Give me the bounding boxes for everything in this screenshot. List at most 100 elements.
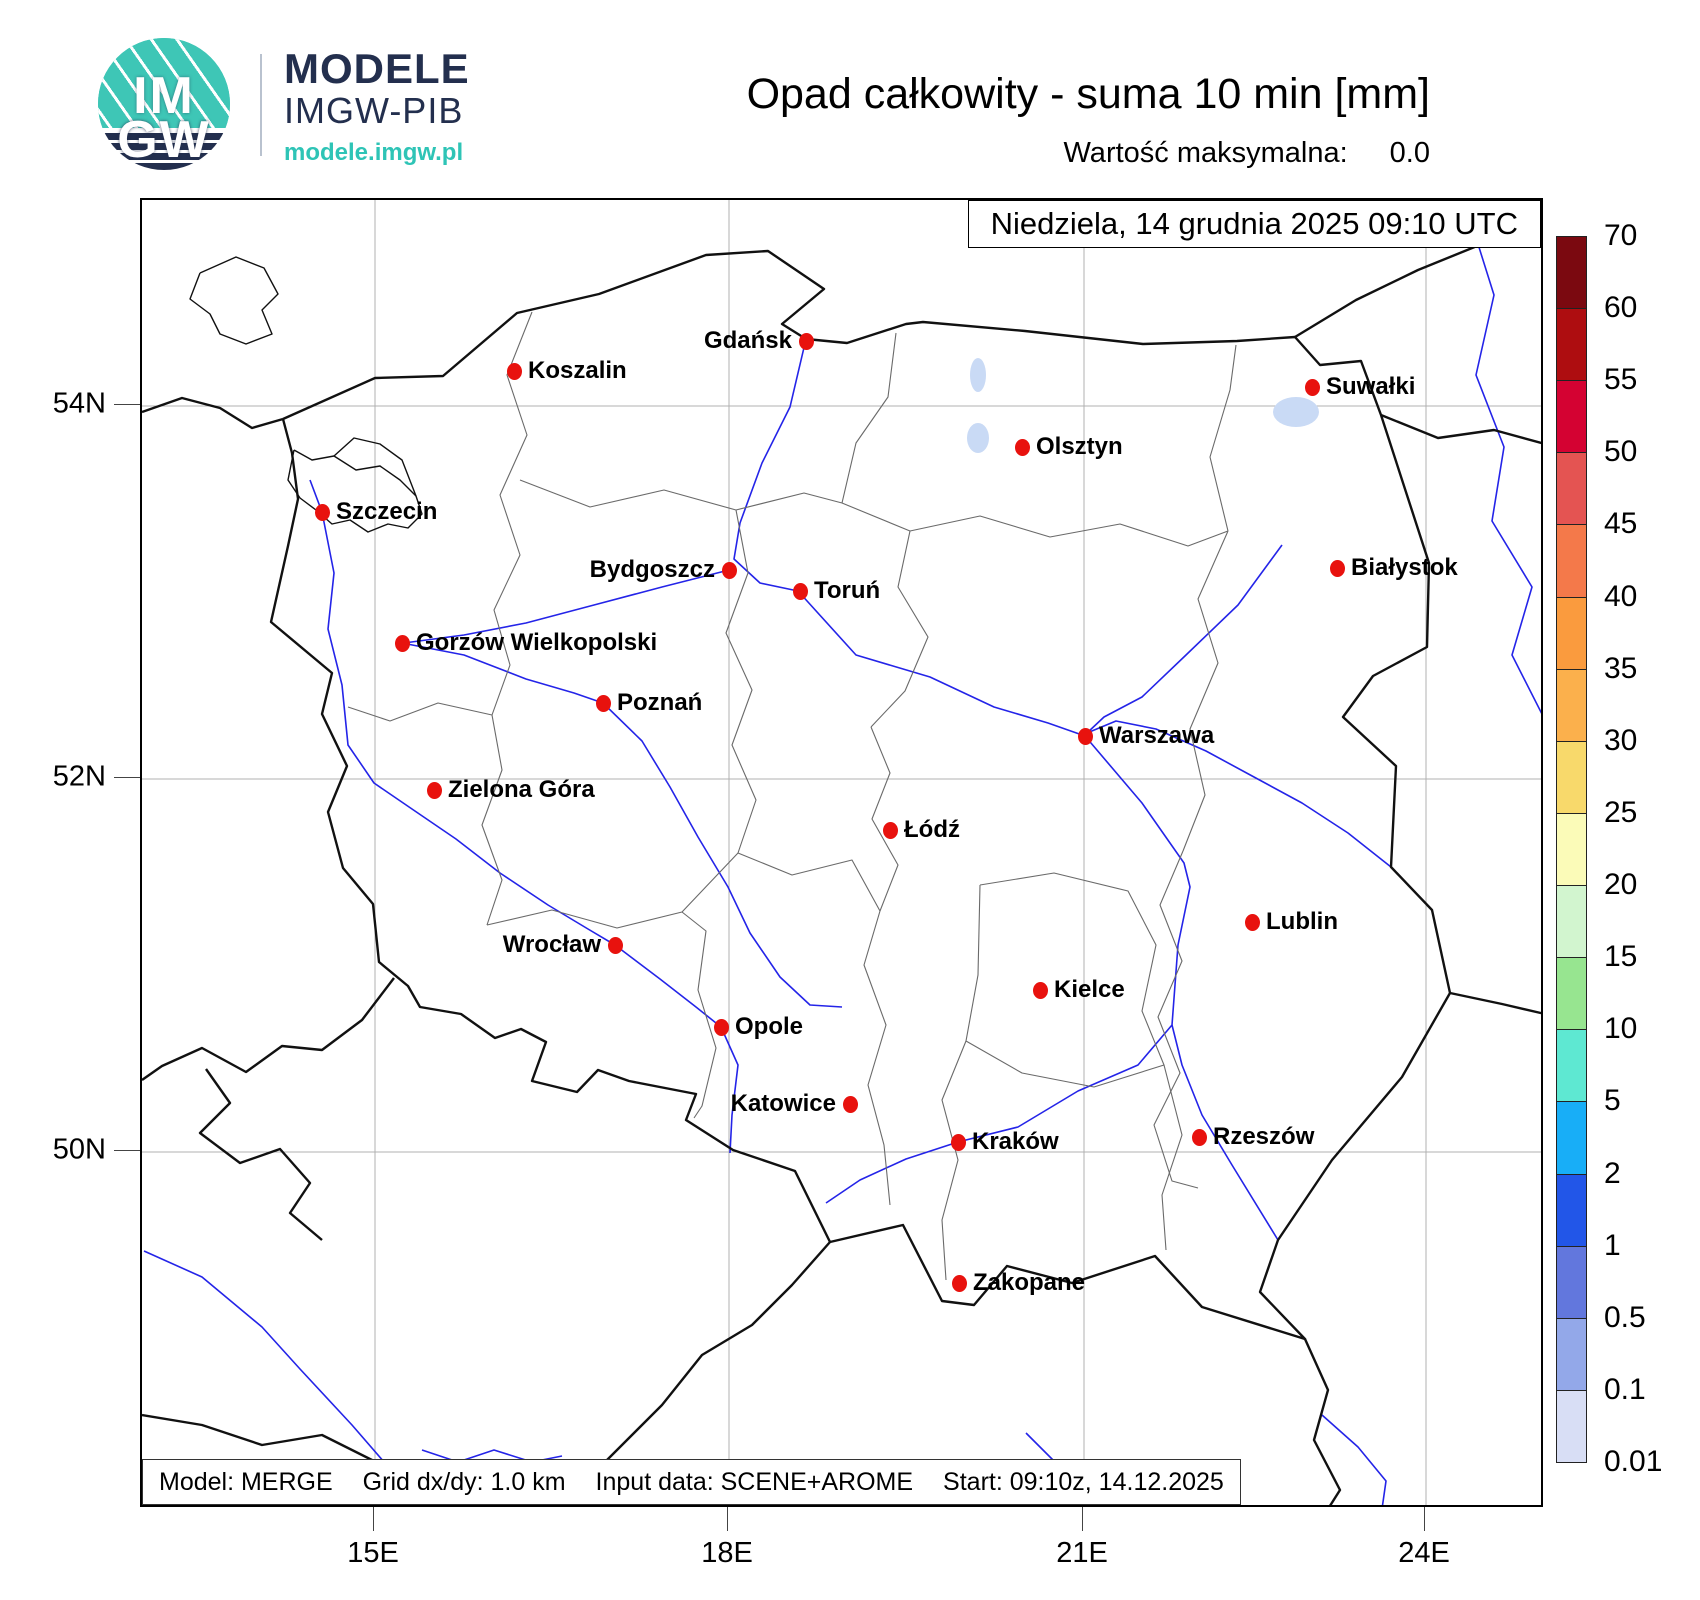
colorbar-tick-label: 70 <box>1604 219 1638 252</box>
city-label: Kielce <box>1054 976 1125 1003</box>
logo-text-gw: GW <box>117 111 211 169</box>
river-small-3 <box>1321 1414 1387 1505</box>
slovak-ukraine-border <box>1303 1338 1342 1505</box>
city-marker-dot <box>427 782 442 799</box>
colorbar-tick-label: 60 <box>1604 291 1638 325</box>
lon-tick-label: 24E <box>1398 1537 1450 1569</box>
lakes <box>967 358 1319 453</box>
lon-tick-label: 18E <box>701 1537 753 1569</box>
river-bug <box>1086 720 1392 868</box>
city-marker-dot <box>843 1096 858 1113</box>
colorbar-cell <box>1556 812 1587 887</box>
city-label: Katowice <box>730 1090 836 1117</box>
colorbar-cell <box>1556 452 1587 526</box>
colorbar-tick-label: 25 <box>1604 795 1638 829</box>
city-marker-dot <box>596 695 611 712</box>
colorbar-tick-label: 10 <box>1604 1012 1638 1046</box>
city-label: Gorzów Wielkopolski <box>416 629 658 656</box>
lat-tick-label: 52N <box>52 760 106 793</box>
map-frame: Szczecin Koszalin Gdańsk Suwałki Olsztyn Biał… <box>140 198 1543 1507</box>
city-marker-dot <box>951 1134 966 1151</box>
city-marker-dot <box>883 822 898 839</box>
city-marker-dot <box>714 1019 729 1036</box>
lon-tick-label: 15E <box>347 1537 399 1569</box>
city-label: Białystok <box>1351 554 1458 581</box>
city-label: Rzeszów <box>1213 1123 1315 1150</box>
river-wisla <box>733 338 1191 1204</box>
lon-tick-label: 21E <box>1056 1537 1108 1569</box>
city-marker-dot <box>1305 379 1320 396</box>
city-label: Warszawa <box>1099 722 1215 749</box>
max-value: 0.0 <box>1389 137 1430 169</box>
lon-tick <box>373 1507 374 1531</box>
datetime-box: Niedziela, 14 grudnia 2025 09:10 UTC <box>967 200 1541 248</box>
imgw-logo-icon <box>98 38 230 170</box>
colorbar-cell <box>1556 668 1587 742</box>
colorbar-tick-label: 5 <box>1604 1084 1621 1118</box>
city-label: Olsztyn <box>1036 433 1123 460</box>
szczecin-lagoon <box>287 449 423 533</box>
czech-german-border <box>142 977 395 1081</box>
colorbar-tick-label: 30 <box>1604 723 1638 757</box>
river-neman <box>1471 224 1541 714</box>
model-info-item: Input data: SCENE+AROME <box>595 1467 914 1496</box>
title-block: Opad całkowity - suma 10 min [mm] Wartoś… <box>747 70 1430 170</box>
colorbar-tick-label: 55 <box>1604 363 1638 397</box>
city-label: Kraków <box>972 1128 1059 1155</box>
city-label: Zakopane <box>973 1269 1086 1296</box>
city-label: Koszalin <box>528 357 627 384</box>
river-notec <box>403 569 730 644</box>
colorbar <box>1556 236 1587 1463</box>
colorbar-cell <box>1556 1029 1587 1103</box>
colorbar-tick-label: 45 <box>1604 507 1638 541</box>
country-borders <box>142 222 1541 1505</box>
model-info-item: Start: 09:10z, 14.12.2025 <box>943 1467 1224 1496</box>
city-marker-dot <box>952 1275 967 1292</box>
model-info-item: Grid dx/dy: 1.0 km <box>362 1467 566 1496</box>
brand-imgw-pib: IMGW-PIB <box>284 90 464 131</box>
colorbar-tick-label: 0.01 <box>1604 1445 1663 1478</box>
city-label: Wrocław <box>502 931 601 958</box>
colorbar-cell <box>1556 957 1587 1031</box>
colorbar-cell <box>1556 596 1587 670</box>
city-marker-dot <box>799 333 814 350</box>
max-value-label: Wartość maksymalna: <box>1063 137 1348 169</box>
city-marker-dot <box>507 363 522 380</box>
city-marker-dot <box>1015 439 1030 456</box>
city-label: Toruń <box>814 577 881 604</box>
city-label: Gdańsk <box>703 327 792 354</box>
colorbar-tick-label: 0.1 <box>1604 1372 1646 1406</box>
city-marker-dot <box>1078 728 1093 745</box>
city-marker-dot <box>1245 914 1260 931</box>
logo-divider <box>260 54 262 156</box>
lithuania-belarus-border <box>1380 413 1541 445</box>
colorbar-tick-label: 50 <box>1604 435 1638 469</box>
city-label: Suwałki <box>1326 373 1416 400</box>
colorbar-cell <box>1556 1173 1587 1247</box>
ukraine-belarus-border <box>1449 991 1541 1015</box>
max-value-line: Wartość maksymalna: 0.0 <box>747 137 1430 170</box>
logo-navy-stripes <box>98 130 230 170</box>
city-marker-dot <box>1330 560 1345 577</box>
logo-wordmark: MODELE IMGW-PIB modele.imgw.pl <box>284 48 470 167</box>
lat-tick-label: 50N <box>52 1133 106 1166</box>
logo-text-im: IM <box>133 67 195 125</box>
river-san <box>1171 1024 1279 1241</box>
colorbar-cell <box>1556 308 1587 382</box>
colorbar-cell <box>1556 740 1587 814</box>
lon-tick <box>727 1507 728 1531</box>
poland-border <box>269 249 1452 1341</box>
colorbar-tick-label: 2 <box>1604 1156 1621 1190</box>
imgw-logo: IM GW MODELE IMGW-PIB modele.imgw.pl <box>98 38 578 178</box>
page-title: Opad całkowity - suma 10 min [mm] <box>746 70 1430 118</box>
lat-tick-label: 54N <box>52 387 106 420</box>
colorbar-tick-label: 20 <box>1604 868 1638 902</box>
colorbar-tick-label: 15 <box>1604 940 1638 974</box>
colorbar-tick-label: 0.5 <box>1604 1300 1646 1334</box>
colorbar-tick-label: 1 <box>1604 1228 1621 1262</box>
colorbar-cell <box>1556 236 1587 310</box>
city-label: Bydgoszcz <box>589 556 715 583</box>
city-marker-dot <box>395 635 410 652</box>
lat-tick <box>114 404 140 405</box>
colorbar-cell <box>1556 1389 1587 1463</box>
